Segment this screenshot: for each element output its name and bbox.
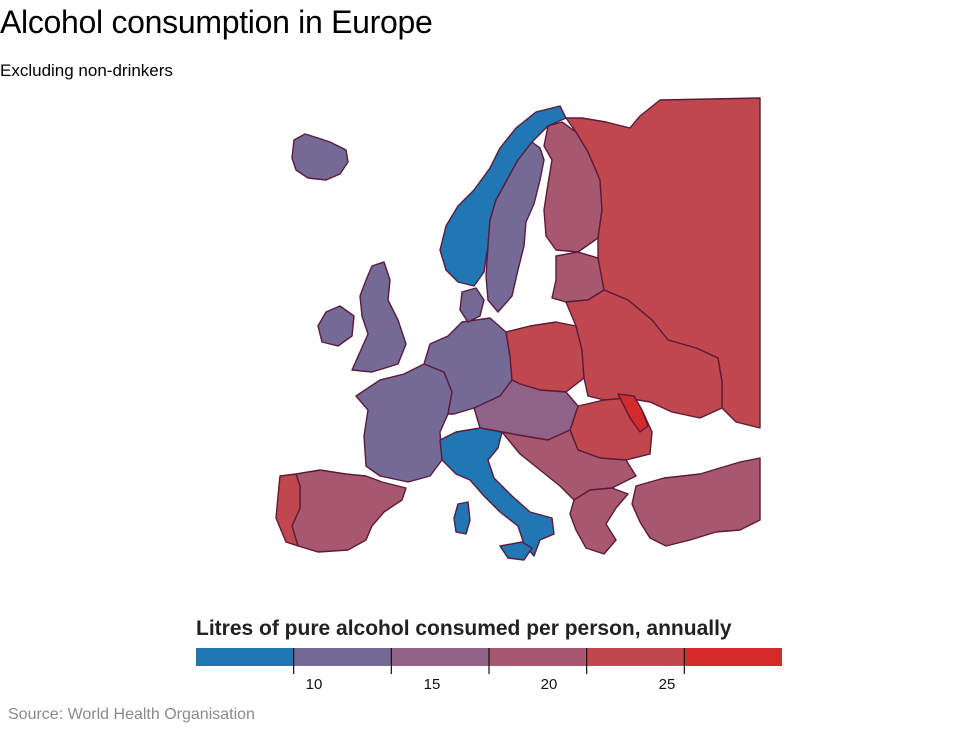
legend-color-scale [196,648,782,674]
legend-title: Litres of pure alcohol consumed per pers… [196,617,732,640]
region-ireland [317,305,355,347]
region-sweden [485,141,545,313]
region-iceland [291,133,349,181]
region-uk [351,261,407,373]
region-portugal [275,473,301,547]
region-france [355,363,453,483]
legend-bin-2 [391,648,490,666]
region-ukraine [565,289,723,419]
legend-bin-0 [196,648,295,666]
legend-tick-15: 15 [423,676,441,693]
chart-title: Alcohol consumption in Europe [0,4,433,40]
legend-bin-1 [293,648,392,666]
legend-bin-3 [489,648,588,666]
region-norway [439,105,567,287]
region-sardinia [453,501,471,535]
chart-subtitle: Excluding non-drinkers [0,61,173,80]
region-poland [505,321,585,393]
legend-bin-5 [684,648,782,666]
region-moldova [617,393,649,433]
legend-tick-10: 10 [305,676,323,693]
region-italy [439,427,555,557]
region-turkey [631,457,761,547]
legend-tick-25: 25 [658,676,676,693]
region-balkans [501,429,637,501]
legend-tick-20: 20 [540,676,558,693]
region-greece [569,487,629,555]
europe-map [275,97,761,561]
legend-bin-4 [586,648,685,666]
region-denmark [459,287,485,323]
source-note: Source: World Health Organisation [8,706,255,723]
region-sicily [499,541,533,561]
region-spain [291,469,407,553]
